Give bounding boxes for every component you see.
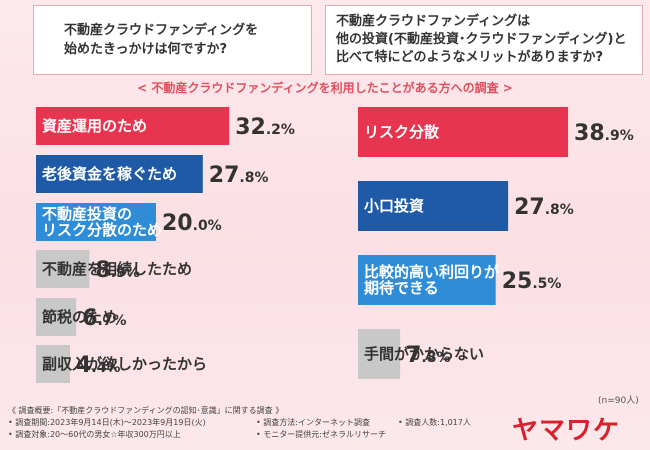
chart1-bar-2 [36, 155, 203, 193]
chart1-category-label-5: 節税のため [42, 308, 117, 326]
chart1-bar-3 [36, 203, 156, 241]
chart2-category-label-1: リスク分散 [364, 123, 440, 141]
chart2-bar-3 [358, 255, 496, 305]
chart2-bar-1 [358, 107, 569, 157]
chart1-value-label-2: 27.8% [209, 163, 269, 188]
chart2-value-label-3: 25.5% [502, 269, 562, 294]
chart2-category-label-3: 比較的高い利回りが期待できる [364, 263, 500, 297]
question-left-text: 不動産クラウドファンディングを 始めたきっかけは何ですか? [64, 23, 259, 57]
chart2-value-label-1: 38.9% [574, 121, 634, 146]
chart1-value-label-4: 8.9% [95, 258, 139, 283]
footer-count: • 調査人数:1,017人 [398, 418, 471, 427]
chart1-category-label-3: 不動産投資のリスク分散のため [42, 205, 162, 239]
chart2-bar-2 [358, 181, 509, 231]
chart2-category-label-4: 手間がかからない [364, 345, 484, 363]
chart1-category-label-1: 資産運用のため [42, 117, 147, 135]
question-right-text: 不動産クラウドファンディングは 他の投資(不動産投資･クラウドファンディング)と… [336, 14, 627, 65]
chart1-category-label-6: 副収入が欲しかったから [42, 355, 207, 373]
chart1-bar-5 [36, 298, 77, 336]
chart1-value-label-5: 6.7% [82, 306, 126, 331]
footer-target: • 調査対象:20〜60代の男女☆年収300万円以上 [8, 430, 181, 439]
footer-title: 《 調査概要:「不動産クラウドファンディングの認知･意識」に関する調査 》 [8, 406, 284, 415]
chart1-value-label-6: 4.4% [76, 353, 120, 378]
footer-monitor: • モニター提供元:ゼネラルリサーチ [256, 430, 386, 439]
question-right-box: 不動産クラウドファンディングは 他の投資(不動産投資･クラウドファンディング)と… [325, 5, 643, 75]
brand-logo: ヤマワケ [512, 416, 621, 446]
chart1-bar-4 [36, 250, 90, 288]
chart2-category-label-2: 小口投資 [364, 197, 424, 215]
chart1-value-label-1: 32.2% [235, 115, 295, 140]
question-left-box: 不動産クラウドファンディングを 始めたきっかけは何ですか? [33, 5, 312, 75]
footer-period: • 調査期間:2023年9月14日(木)〜2023年9月19日(火) [8, 418, 206, 427]
chart1-bar-6 [36, 345, 70, 383]
sample-size-note: (n=90人) [598, 396, 639, 406]
survey-footer: 《 調査概要:「不動産クラウドファンディングの認知･意識」に関する調査 》 • … [8, 405, 508, 447]
footer-method: • 調査方法:インターネット調査 [256, 418, 370, 427]
chart1-bar-1 [36, 107, 230, 145]
chart1-value-label-3: 20.0% [162, 211, 222, 236]
chart2-bar-4 [358, 329, 401, 379]
chart2-value-label-2: 27.8% [514, 195, 574, 220]
chart1-category-label-2: 老後資金を稼ぐため [41, 165, 177, 183]
survey-subtitle: < 不動産クラウドファンディングを利用したことがある方への調査 > [137, 81, 513, 95]
chart1-category-label-4: 不動産を相続したため [42, 260, 192, 278]
chart2-value-label-4: 7.8% [406, 343, 450, 368]
